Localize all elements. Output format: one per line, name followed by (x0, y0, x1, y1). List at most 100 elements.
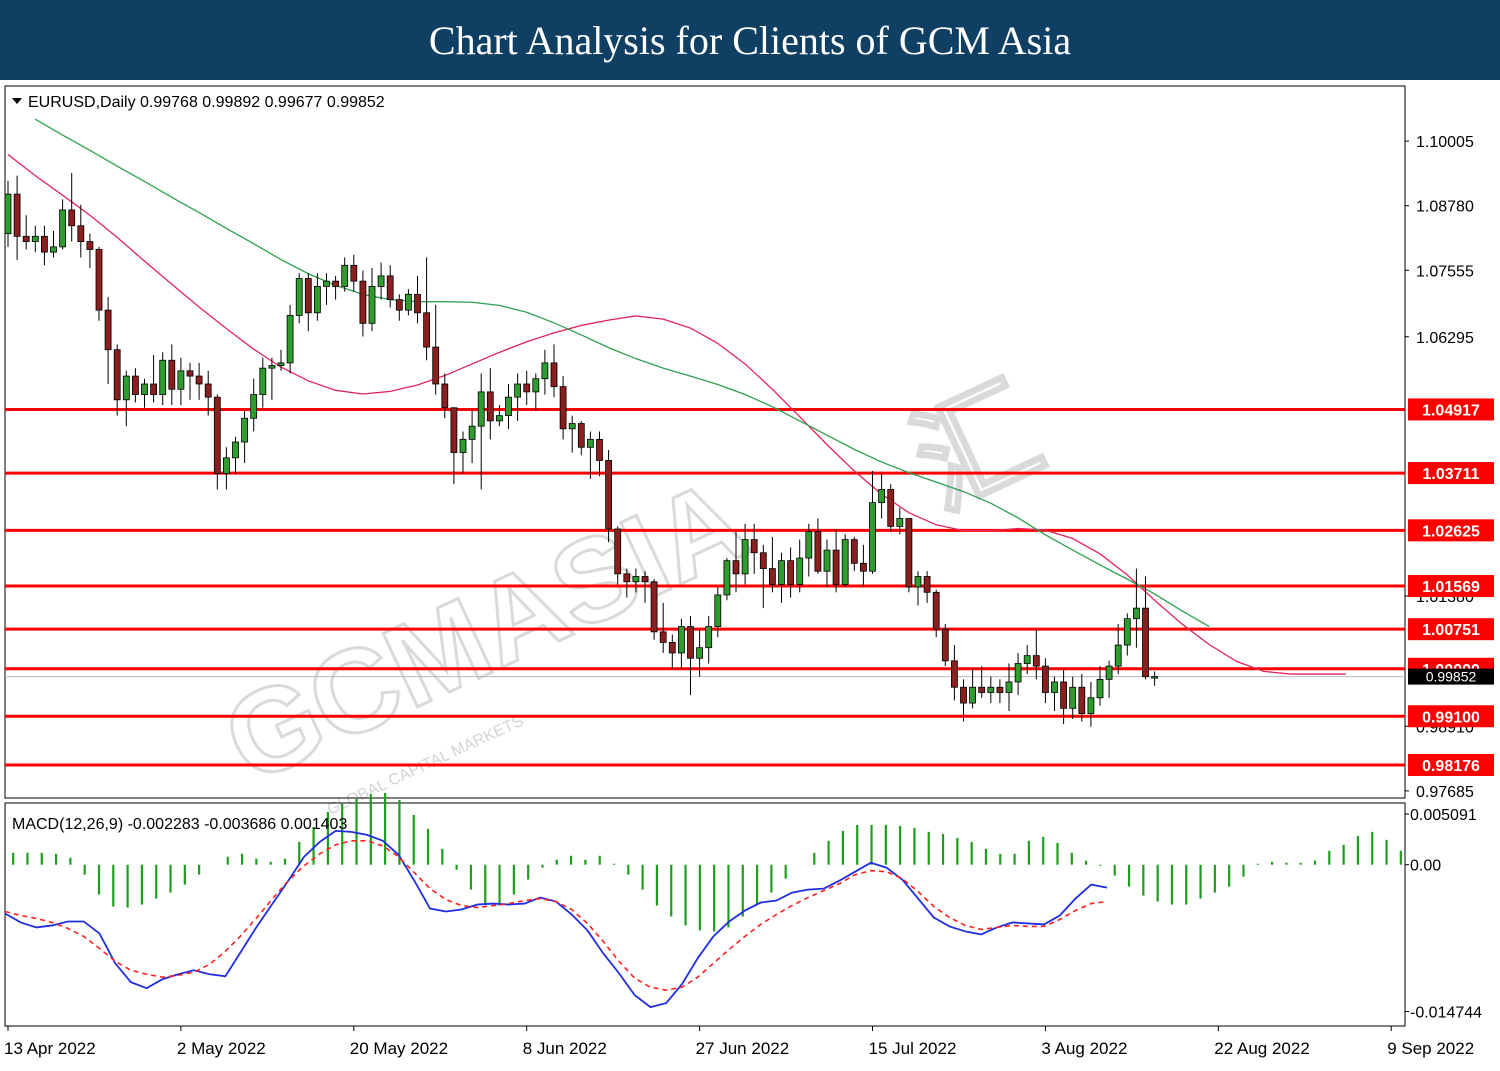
time-tick-label: 20 May 2022 (350, 1039, 448, 1058)
candle-up (1123, 618, 1131, 646)
price-pane[interactable] (4, 85, 1406, 799)
candle-down (195, 375, 203, 385)
candle-up (177, 370, 185, 390)
candle-up (141, 383, 148, 395)
candle-up (805, 531, 813, 559)
candle-down (932, 591, 940, 630)
candle-down (759, 552, 767, 569)
candle-down (204, 383, 212, 398)
candle-up (1151, 676, 1158, 679)
candle-up (232, 441, 239, 459)
macd-tick-label: -0.014744 (1410, 1005, 1482, 1022)
candle-up (896, 518, 904, 527)
candle-up (295, 278, 303, 316)
candle-down (787, 560, 794, 585)
level-label: 1.01569 (1422, 579, 1480, 596)
candle-down (860, 562, 867, 572)
candle-down (168, 359, 176, 390)
ma-slow-line (34, 118, 1210, 628)
candle-up (241, 417, 249, 443)
candle-down (150, 383, 158, 395)
candle-down (441, 383, 449, 409)
candle-up (368, 286, 376, 324)
candle-down (850, 539, 858, 564)
macd-signal-line (4, 840, 1108, 991)
price-tick-label: 1.10005 (1416, 134, 1474, 151)
candle-up (541, 362, 549, 380)
level-label-box (1408, 462, 1494, 485)
macd-header: MACD(12,26,9) -0.002283 -0.003686 0.0014… (12, 816, 347, 833)
time-tick-label: 2 May 2022 (177, 1039, 266, 1058)
candle-up (1087, 697, 1095, 715)
candle-up (277, 362, 285, 366)
candle-down (550, 362, 558, 388)
candle-up (778, 560, 785, 585)
candle-down (22, 235, 30, 242)
collapse-triangle-icon[interactable] (12, 98, 22, 104)
candle-down (359, 280, 367, 324)
candle-down (960, 686, 967, 704)
candle-up (587, 438, 594, 448)
candle-up (404, 293, 412, 311)
candle-up (122, 375, 130, 401)
candle-down (77, 225, 85, 242)
candle-up (313, 286, 321, 314)
candle-down (941, 628, 949, 662)
candle-down (978, 686, 986, 693)
candle-up (495, 415, 503, 422)
candle-down (350, 264, 358, 282)
level-label: 1.00751 (1422, 622, 1480, 639)
current-price-box (1408, 668, 1494, 685)
candle-down (596, 438, 603, 461)
candle-down (577, 423, 585, 448)
candle-down (1060, 681, 1067, 709)
current-price-label: 0.99852 (1426, 669, 1477, 685)
candle-down (186, 370, 194, 377)
time-axis: 13 Apr 2022 2 May 2022 20 May 2022 8 Jun 20… (4, 1026, 1474, 1058)
candle-up (841, 539, 849, 585)
candle-up (505, 396, 512, 417)
candle-down (450, 407, 458, 453)
candle-down (832, 549, 840, 585)
trading-chart[interactable]: GCMASIA GLOBAL CAPITAL MARKETS 汇 1.10005… (0, 80, 1500, 1071)
level-label: 1.02625 (1422, 523, 1480, 540)
level-label-box (1408, 575, 1494, 598)
candle-up (1005, 681, 1013, 693)
candle-up (1014, 663, 1022, 683)
candle-up (377, 275, 385, 287)
candle-up (259, 367, 267, 395)
candle-up (1023, 655, 1031, 664)
candle-down (395, 299, 403, 311)
candle-up (878, 489, 885, 504)
candle-down (1078, 686, 1086, 715)
candle-down (732, 560, 740, 575)
candle-up (532, 378, 540, 393)
candle-up (4, 193, 12, 235)
candle-up (796, 557, 804, 585)
candle-up (31, 235, 39, 242)
candle-up (696, 647, 703, 659)
time-tick-label: 8 Jun 2022 (523, 1039, 607, 1058)
candle-down (1032, 655, 1040, 667)
candle-down (923, 576, 931, 593)
candle-down (486, 391, 494, 422)
candle-up (1105, 665, 1113, 680)
candle-down (523, 383, 531, 393)
candle-down (414, 293, 421, 314)
candle-up (477, 391, 485, 427)
candle-down (213, 396, 221, 475)
candle-up (514, 383, 521, 398)
candle-up (323, 280, 330, 287)
candle-down (41, 235, 48, 253)
candle-down (386, 275, 394, 301)
candle-up (723, 560, 731, 596)
candle-up (823, 549, 831, 572)
candle-up (1051, 681, 1058, 693)
level-label-box (1408, 398, 1494, 421)
candle-down (131, 375, 139, 395)
time-tick-label: 27 Jun 2022 (696, 1039, 790, 1058)
candle-up (459, 438, 467, 453)
chart-header: EURUSD,Daily 0.99768 0.99892 0.99677 0.9… (28, 94, 385, 111)
chart-title: Chart Analysis for Clients of GCM Asia (428, 17, 1072, 63)
candle-down (905, 518, 913, 588)
